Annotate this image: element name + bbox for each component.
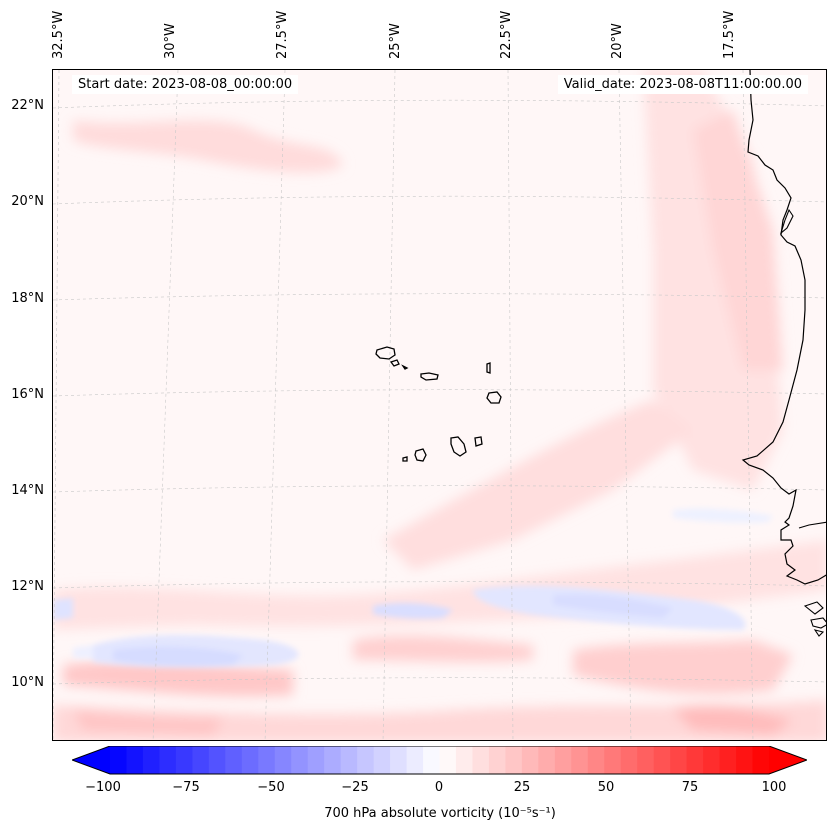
vorticity-field	[53, 70, 826, 740]
map-panel	[52, 69, 827, 741]
colorbar-tick: −100	[85, 780, 121, 795]
colorbar-bin	[521, 746, 539, 774]
colorbar-bin	[554, 746, 572, 774]
colorbar-bin	[274, 746, 292, 774]
colorbar-bin	[505, 746, 523, 774]
colorbar-bin	[110, 746, 127, 774]
colorbar-label: 700 hPa absolute vorticity (10⁻⁵s⁻¹)	[324, 806, 556, 821]
lat-label: 10°N	[11, 675, 44, 690]
colorbar-bin	[142, 746, 160, 774]
lon-label: 27.5°W	[275, 10, 290, 59]
valid-date-label: Valid_date: 2023-08-08T11:00:00.00	[557, 75, 808, 94]
colorbar-bin	[620, 746, 638, 774]
lat-label: 22°N	[11, 98, 44, 113]
colorbar-bin	[159, 746, 177, 774]
graticule	[53, 70, 826, 740]
colorbar-bin	[719, 746, 737, 774]
colorbar-bin	[653, 746, 671, 774]
lat-label: 20°N	[11, 194, 44, 209]
colorbar-tick: −50	[257, 780, 285, 795]
colorbar-bin	[324, 746, 342, 774]
colorbar-bin	[439, 746, 457, 774]
colorbar-bin	[538, 746, 556, 774]
colorbar-bin	[390, 746, 408, 774]
colorbar-tick: 50	[597, 780, 615, 795]
colorbar-bin	[258, 746, 276, 774]
positive-vorticity-regions	[53, 70, 826, 740]
colorbar-bin	[192, 746, 210, 774]
lon-label: 17.5°W	[722, 10, 737, 59]
lon-label: 22.5°W	[499, 10, 514, 59]
start-date-label: Start date: 2023-08-08_00:00:00	[72, 75, 299, 94]
lat-label: 12°N	[11, 579, 44, 594]
colorbar-bin	[175, 746, 193, 774]
colorbar-tick: −75	[172, 780, 200, 795]
colorbar-tick: −25	[341, 780, 369, 795]
colorbar-bin	[752, 746, 770, 774]
colorbar-bin	[307, 746, 325, 774]
lon-label: 30°W	[163, 23, 178, 59]
lat-label: 18°N	[11, 291, 44, 306]
colorbar-bin	[686, 746, 704, 774]
lat-label: 14°N	[11, 483, 44, 498]
colorbar-bin	[571, 746, 589, 774]
colorbar-bin	[291, 746, 309, 774]
colorbar-extend-low	[72, 746, 110, 774]
colorbar	[72, 746, 807, 775]
colorbar-bin	[357, 746, 375, 774]
colorbar-bin	[208, 746, 226, 774]
colorbar-bin	[472, 746, 490, 774]
colorbar-bin	[406, 746, 424, 774]
colorbar-bin	[423, 746, 440, 774]
colorbar-bin	[587, 746, 605, 774]
colorbar-bin	[604, 746, 622, 774]
colorbar-bins	[72, 746, 807, 774]
negative-vorticity-regions	[53, 508, 773, 668]
colorbar-bin	[340, 746, 358, 774]
colorbar-bin	[126, 746, 144, 774]
colorbar-tick: 100	[761, 780, 787, 795]
colorbar-tick: 75	[681, 780, 699, 795]
colorbar-tick: 0	[434, 780, 444, 795]
colorbar-bin	[670, 746, 688, 774]
colorbar-bin	[703, 746, 721, 774]
colorbar-bin	[488, 746, 506, 774]
cape-verde-islands	[375, 346, 502, 462]
colorbar-tick: 25	[513, 780, 531, 795]
african-coastline	[741, 70, 826, 585]
colorbar-extend-high	[769, 746, 807, 774]
colorbar-outline	[72, 746, 807, 775]
colorbar-bin	[736, 746, 754, 774]
colorbar-bin	[373, 746, 391, 774]
lon-label: 25°W	[388, 23, 403, 59]
colorbar-bin	[225, 746, 243, 774]
lat-label: 16°N	[11, 387, 44, 402]
colorbar-bin	[637, 746, 655, 774]
lon-label: 32.5°W	[51, 10, 66, 59]
lon-label: 20°W	[610, 23, 625, 59]
colorbar-bin	[241, 746, 259, 774]
colorbar-bin	[455, 746, 473, 774]
